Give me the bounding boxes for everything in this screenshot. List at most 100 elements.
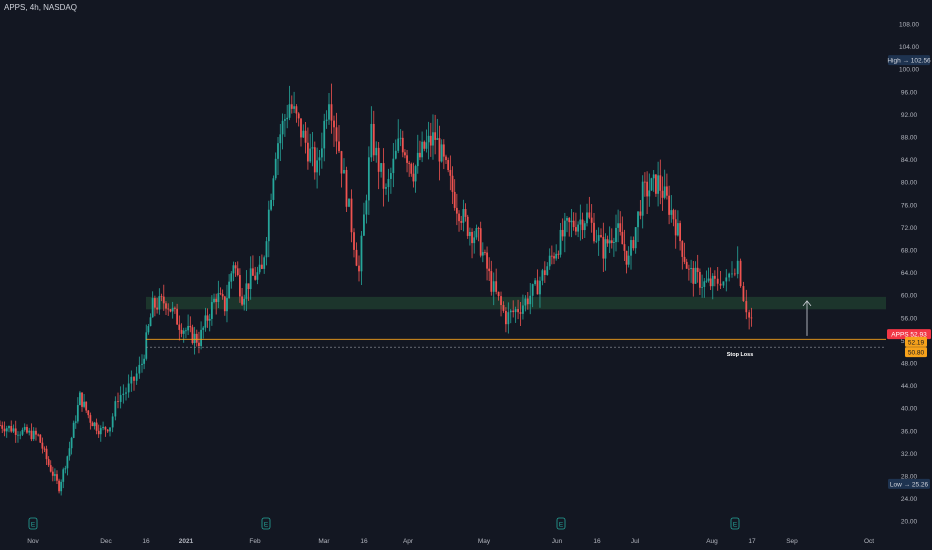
candle-body xyxy=(153,298,156,308)
x-tick-label: 16 xyxy=(593,538,601,545)
candle-body xyxy=(348,198,350,207)
candle-body xyxy=(451,175,454,192)
y-tick-label: 36.00 xyxy=(901,428,918,435)
candle-body xyxy=(14,428,17,435)
candle-body xyxy=(563,220,566,237)
entry-price-badge-bg xyxy=(905,336,927,347)
candle-body xyxy=(109,427,111,432)
candle-body xyxy=(254,275,257,280)
last-price-badge-text: APPS 52.93 xyxy=(891,332,927,339)
candle-body xyxy=(223,296,226,312)
candle-body xyxy=(51,471,54,476)
candle-body xyxy=(180,329,183,334)
candle-body xyxy=(663,186,666,198)
candle-body xyxy=(290,104,293,109)
candle-body xyxy=(167,308,170,310)
candle-body xyxy=(471,231,473,244)
candle-body xyxy=(30,430,33,440)
candle-body xyxy=(171,307,174,312)
candle-body xyxy=(586,212,588,224)
y-tick-label: 40.00 xyxy=(901,406,918,413)
candle-body xyxy=(408,162,411,164)
candle-body xyxy=(655,174,657,194)
candle-body xyxy=(440,144,443,162)
candle-body xyxy=(274,158,277,179)
candle-body xyxy=(419,152,421,158)
candle-body xyxy=(21,429,24,435)
candle-body xyxy=(736,260,739,275)
candle-body xyxy=(145,332,148,359)
candle-body xyxy=(466,216,469,236)
candle-body xyxy=(49,465,52,472)
candle-body xyxy=(742,286,745,302)
candle-body xyxy=(410,163,413,174)
candle-body xyxy=(385,187,387,189)
y-tick-label: 60.00 xyxy=(901,293,918,300)
candle-body xyxy=(600,235,602,237)
candle-body xyxy=(74,421,77,423)
candle-body xyxy=(8,425,10,429)
candle-body xyxy=(345,169,348,207)
candle-body xyxy=(81,392,83,407)
candle-body xyxy=(387,178,390,188)
x-tick-label: Oct xyxy=(864,538,874,545)
candle-body xyxy=(215,298,218,303)
symbol-title: APPS, 4h, NASDAQ xyxy=(4,3,77,12)
candle-body xyxy=(401,137,404,153)
candle-body xyxy=(550,255,553,257)
candle-body xyxy=(17,434,19,436)
candle-body xyxy=(679,223,681,242)
candle-body xyxy=(135,373,138,381)
candle-body xyxy=(91,422,94,427)
y-tick-label: 100.00 xyxy=(899,67,919,74)
candle-body xyxy=(481,252,484,256)
candle-body xyxy=(709,278,712,287)
candle-body xyxy=(60,481,63,492)
candle-body xyxy=(372,123,375,156)
candle-body xyxy=(83,401,85,407)
candle-body xyxy=(464,209,467,217)
candle-body xyxy=(526,298,529,305)
candle-body xyxy=(389,173,392,179)
candle-body xyxy=(236,268,239,276)
x-tick-label: Dec xyxy=(100,538,112,545)
candle-body xyxy=(722,281,725,286)
candle-body xyxy=(716,278,719,284)
candle-body xyxy=(623,244,626,251)
candle-body xyxy=(488,268,491,272)
candle-body xyxy=(249,268,252,290)
candle-body xyxy=(187,325,190,331)
y-tick-label: 68.00 xyxy=(901,248,918,255)
candle-body xyxy=(460,221,463,223)
candle-body xyxy=(539,280,541,295)
candle-body xyxy=(293,106,295,109)
candle-body xyxy=(173,307,176,309)
candle-body xyxy=(58,480,60,492)
candle-body xyxy=(313,147,316,173)
candle-body xyxy=(553,256,555,259)
candle-body xyxy=(304,130,307,143)
candle-body xyxy=(185,330,187,332)
candle-body xyxy=(449,170,452,176)
x-tick-label: 2021 xyxy=(179,538,194,545)
candle-body xyxy=(657,175,659,194)
candle-body xyxy=(367,157,370,201)
candle-body xyxy=(162,296,165,304)
candle-body xyxy=(524,298,527,306)
candle-body xyxy=(279,134,282,144)
candle-body xyxy=(468,231,471,236)
candle-body xyxy=(608,240,611,244)
candle-body xyxy=(160,296,163,297)
candle-body xyxy=(206,315,209,321)
candle-body xyxy=(133,376,135,381)
candle-body xyxy=(302,130,305,138)
candle-body xyxy=(394,150,397,159)
y-tick-label: 72.00 xyxy=(901,225,918,232)
candle-body xyxy=(335,127,338,142)
candle-body xyxy=(202,327,205,330)
candle-body xyxy=(672,210,675,220)
candle-body xyxy=(588,212,591,218)
candle-body xyxy=(453,191,456,208)
